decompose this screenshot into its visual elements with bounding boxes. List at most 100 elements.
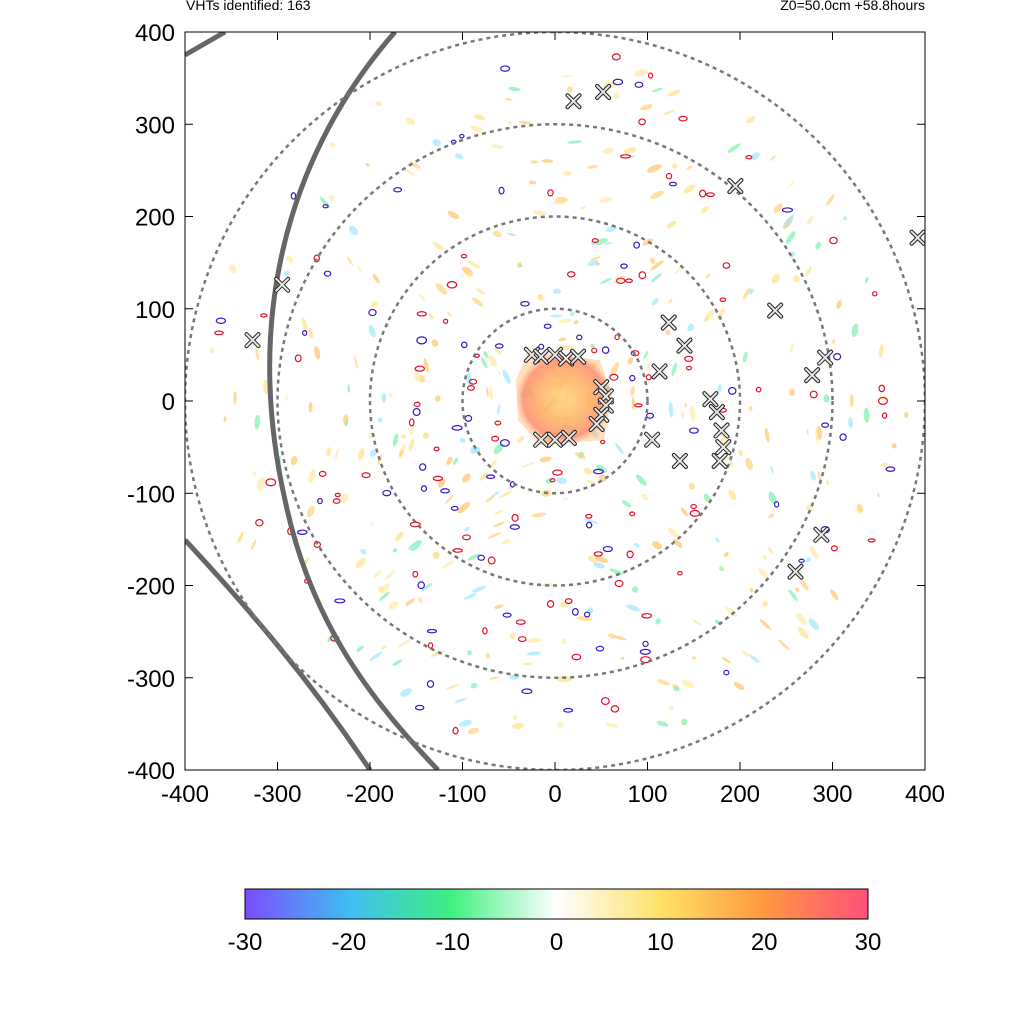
field-speckle bbox=[462, 473, 471, 483]
field-speckle bbox=[314, 345, 321, 360]
contour bbox=[485, 474, 496, 480]
field-speckle bbox=[493, 442, 504, 455]
contour bbox=[641, 613, 653, 619]
contour bbox=[688, 427, 699, 434]
field-speckle bbox=[656, 679, 670, 686]
field-speckle bbox=[489, 676, 500, 680]
contour bbox=[416, 311, 427, 317]
contour bbox=[798, 558, 805, 563]
contour bbox=[317, 497, 323, 505]
contour bbox=[602, 545, 613, 553]
field-speckle bbox=[703, 493, 711, 503]
field-speckle bbox=[604, 242, 613, 246]
colorbar-gradient bbox=[244, 888, 869, 920]
contour bbox=[878, 384, 886, 393]
field-speckle bbox=[805, 557, 812, 563]
field-speckle bbox=[630, 385, 635, 397]
field-speckle bbox=[864, 276, 869, 284]
field-speckle bbox=[649, 257, 656, 264]
field-speckle bbox=[558, 337, 567, 342]
field-speckle bbox=[826, 194, 835, 206]
y-tick-label: -300 bbox=[127, 666, 175, 693]
field-speckle bbox=[502, 369, 511, 384]
contour bbox=[442, 318, 449, 324]
contour bbox=[322, 204, 329, 209]
core-shading bbox=[516, 352, 612, 445]
contour bbox=[452, 726, 459, 735]
contour bbox=[511, 513, 519, 522]
field-speckle bbox=[446, 456, 453, 466]
field-speckle bbox=[641, 493, 649, 501]
field-speckle bbox=[308, 401, 313, 413]
field-speckle bbox=[487, 532, 502, 539]
vht-marker bbox=[676, 337, 693, 354]
field-speckle bbox=[522, 662, 534, 666]
contour bbox=[414, 704, 425, 711]
contour bbox=[499, 439, 510, 447]
field-speckle bbox=[681, 680, 695, 688]
contour bbox=[571, 607, 579, 616]
contour bbox=[521, 688, 533, 695]
contour bbox=[440, 488, 450, 494]
field-speckle bbox=[521, 461, 536, 468]
contour bbox=[417, 581, 425, 590]
field-speckle bbox=[488, 355, 497, 367]
contour bbox=[432, 475, 444, 482]
contour bbox=[500, 65, 511, 72]
field-speckle bbox=[432, 241, 444, 251]
field-speckle bbox=[512, 715, 517, 721]
field-speckle bbox=[263, 379, 269, 395]
contour bbox=[450, 505, 459, 511]
field-speckle bbox=[471, 585, 487, 593]
field-speckle bbox=[388, 600, 399, 610]
contour bbox=[645, 374, 652, 381]
vht-marker bbox=[570, 348, 587, 365]
field-speckle bbox=[651, 87, 664, 93]
field-speckle bbox=[485, 652, 491, 659]
time-level-label: Z0=50.0cm +58.8hours bbox=[780, 0, 925, 13]
field-speckle bbox=[429, 313, 434, 320]
field-speckle bbox=[600, 196, 613, 203]
field-speckle bbox=[512, 722, 525, 730]
field-speckle bbox=[742, 287, 751, 300]
field-speckle bbox=[806, 428, 809, 436]
field-speckle bbox=[562, 171, 572, 177]
field-speckle bbox=[623, 147, 637, 155]
field-speckle bbox=[467, 260, 480, 269]
field-speckle bbox=[474, 114, 486, 121]
field-speckle bbox=[541, 159, 554, 163]
field-speckle bbox=[749, 588, 754, 593]
field-speckle bbox=[285, 395, 288, 401]
field-speckle bbox=[656, 720, 669, 727]
contour bbox=[821, 422, 830, 428]
field-speckle bbox=[727, 143, 741, 154]
contour bbox=[839, 433, 847, 441]
field-speckle bbox=[668, 298, 673, 304]
field-speckle bbox=[370, 521, 374, 526]
contour bbox=[634, 81, 644, 88]
field-speckle bbox=[668, 402, 674, 418]
contour bbox=[413, 401, 421, 408]
contour bbox=[498, 186, 505, 195]
range-rings bbox=[185, 32, 925, 770]
contour bbox=[509, 524, 520, 530]
contour bbox=[616, 277, 626, 284]
colorbar-tick-label: 10 bbox=[647, 929, 674, 956]
contour bbox=[313, 254, 320, 263]
field-speckle bbox=[615, 443, 624, 455]
field-speckle bbox=[633, 543, 640, 548]
field-speckle bbox=[459, 438, 466, 443]
contour bbox=[833, 352, 842, 361]
field-speckle bbox=[493, 604, 504, 609]
field-speckle bbox=[369, 651, 383, 661]
contour bbox=[698, 189, 707, 198]
field-speckle bbox=[857, 503, 864, 513]
field-speckle bbox=[497, 370, 501, 376]
field-speckle bbox=[255, 346, 259, 361]
field-speckle bbox=[788, 589, 799, 601]
range-ring bbox=[368, 215, 742, 587]
field-speckle bbox=[633, 69, 648, 77]
field-speckle bbox=[466, 271, 473, 278]
field-speckle bbox=[467, 727, 479, 735]
y-tick-label: 200 bbox=[135, 205, 175, 232]
